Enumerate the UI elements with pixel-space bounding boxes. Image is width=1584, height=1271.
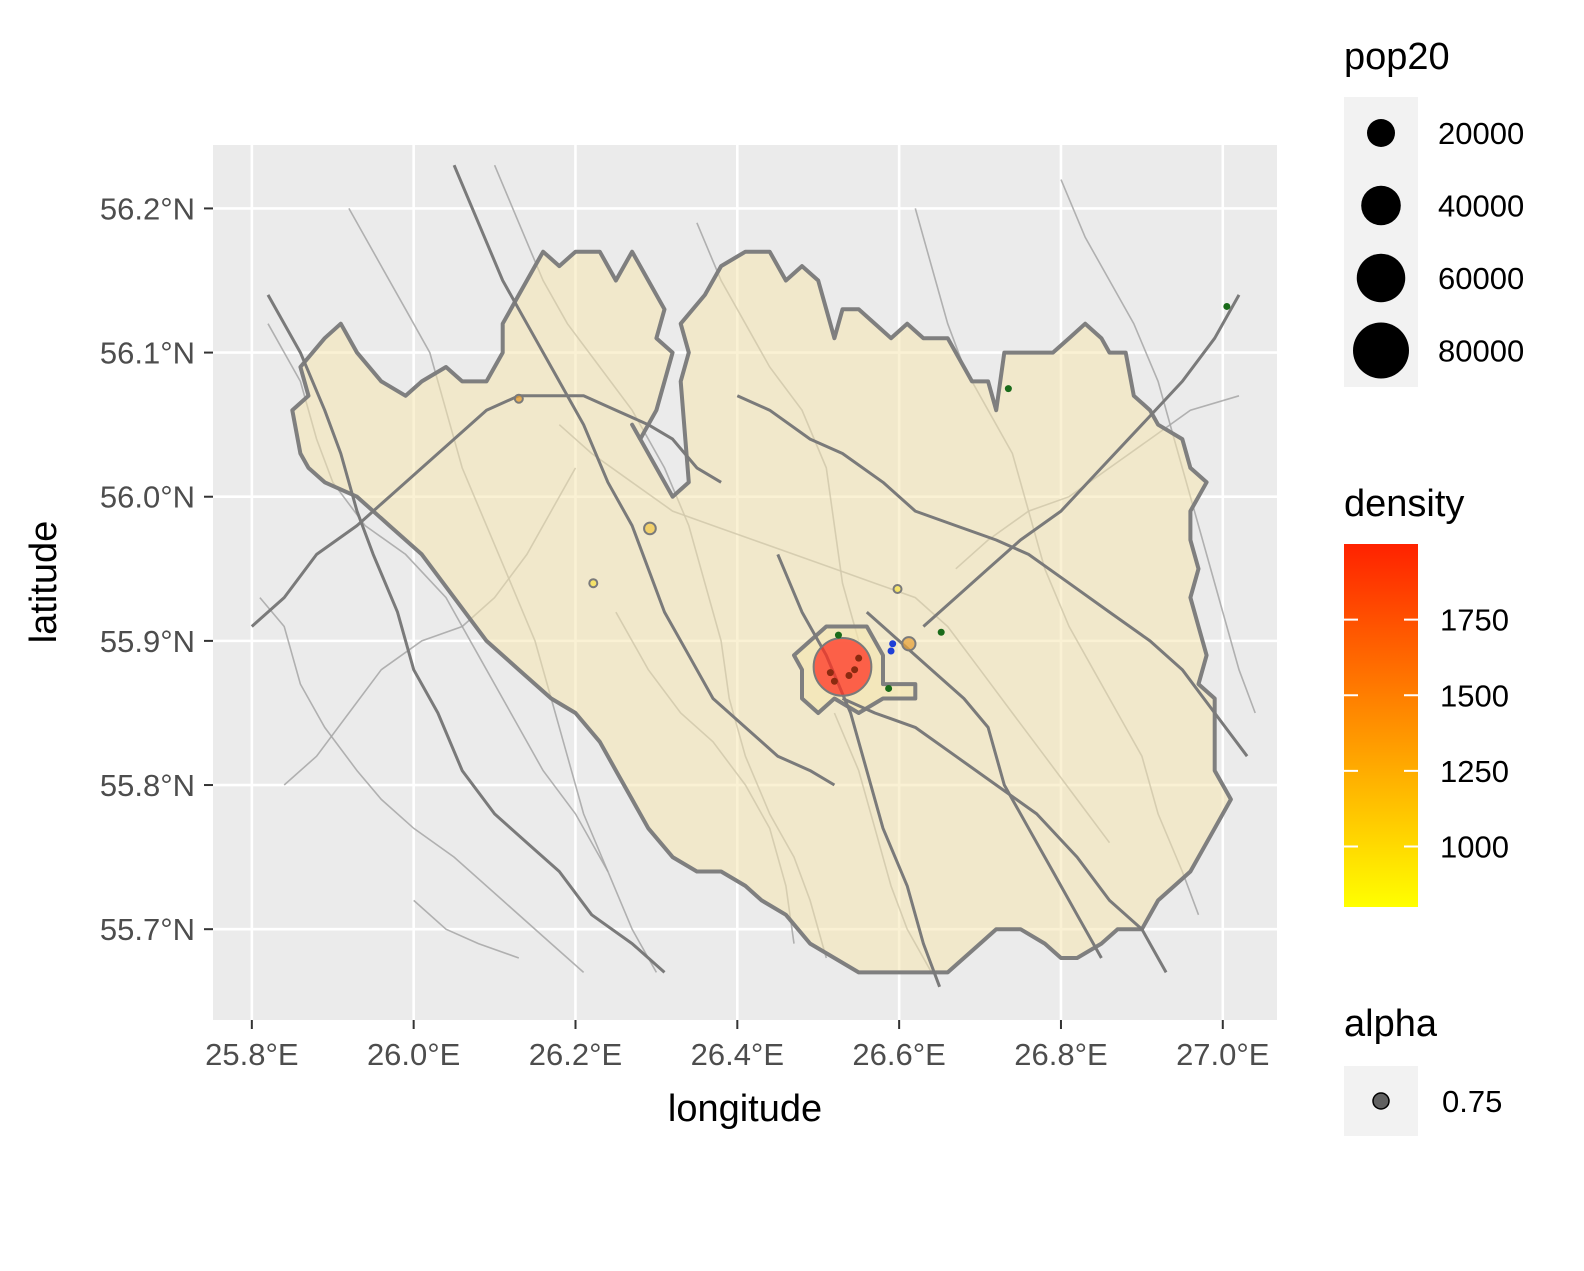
settlement-point <box>834 631 842 639</box>
legend-pop20-title: pop20 <box>1344 36 1450 78</box>
legend-pop20-label: 40000 <box>1438 189 1524 224</box>
town-point <box>812 636 873 697</box>
road-line <box>452 164 836 787</box>
legend-alpha-label: 0.75 <box>1442 1084 1502 1119</box>
y-tick-label: 56.0°N <box>100 480 195 515</box>
x-tick-label: 25.8°E <box>205 1037 298 1072</box>
y-axis-ticks: 56.2°N 56.1°N 56.0°N 55.9°N 55.8°N 55.7°N <box>100 191 213 947</box>
legend-pop20-key-circle <box>1367 119 1395 147</box>
legend-pop20-label: 60000 <box>1438 261 1524 296</box>
y-tick-label: 56.2°N <box>100 191 195 226</box>
settlement-point <box>1223 302 1231 310</box>
legend-alpha-key-point <box>1372 1092 1390 1110</box>
region-boundary <box>290 249 1233 975</box>
legend-pop20-key-circle <box>1353 322 1409 379</box>
road-lines <box>250 164 1249 988</box>
x-tick-label: 27.0°E <box>1176 1037 1269 1072</box>
town-points <box>513 302 1231 697</box>
town-point <box>901 636 917 652</box>
settlement-point <box>889 640 897 648</box>
colorbar-tick-label: 1500 <box>1440 678 1509 713</box>
legend-density-title: density <box>1344 483 1464 525</box>
settlement-point <box>855 654 863 662</box>
y-tick-label: 55.9°N <box>100 624 195 659</box>
road-line <box>250 394 722 628</box>
river-line <box>413 899 520 959</box>
colorbar-tick-label: 1750 <box>1440 603 1509 638</box>
town-point <box>588 578 599 589</box>
legend-alpha-title: alpha <box>1344 1003 1438 1045</box>
x-axis-ticks: 25.8°E 26.0°E 26.2°E 26.4°E 26.6°E 26.8°E 27.0… <box>205 1020 1269 1072</box>
town-point <box>643 521 657 536</box>
legend-alpha: alpha 0.75 <box>1344 1003 1502 1136</box>
legend-density-colorbar <box>1344 544 1418 907</box>
colorbar-tick-label: 1000 <box>1440 830 1509 865</box>
y-tick-label: 55.8°N <box>100 768 195 803</box>
legend-pop20-key-circle <box>1361 185 1401 226</box>
settlement-point <box>851 666 859 674</box>
settlement-point <box>1004 385 1012 393</box>
colorbar-tick-label: 1250 <box>1440 754 1509 789</box>
legend-pop20-key-circle <box>1356 253 1406 303</box>
x-tick-label: 26.4°E <box>691 1037 784 1072</box>
settlement-point <box>845 671 853 679</box>
road-line <box>865 610 1103 959</box>
y-tick-label: 56.1°N <box>100 336 195 371</box>
road-line <box>841 697 1168 974</box>
settlement-point <box>937 628 945 636</box>
region-polygon <box>290 249 1233 975</box>
river-line <box>259 597 585 973</box>
x-tick-label: 26.0°E <box>367 1037 460 1072</box>
settlement-point <box>887 647 895 655</box>
settlement-point <box>826 669 834 677</box>
y-tick-label: 55.7°N <box>100 912 195 947</box>
y-axis-title: latitude <box>23 521 65 644</box>
road-line <box>266 294 666 974</box>
x-tick-label: 26.6°E <box>852 1037 945 1072</box>
legend-pop20-label: 20000 <box>1438 116 1524 151</box>
road-line <box>776 553 942 988</box>
road-line <box>736 394 1249 758</box>
legend-pop20: pop20 20000 40000 60000 80000 <box>1344 36 1524 387</box>
legend-density: density 1750 1500 1250 1000 <box>1344 483 1509 907</box>
road-line <box>922 294 1241 628</box>
x-tick-label: 26.2°E <box>529 1037 622 1072</box>
settlement-point <box>885 684 893 692</box>
x-axis-title: longitude <box>668 1088 822 1130</box>
town-point <box>892 583 903 594</box>
x-tick-label: 26.8°E <box>1014 1037 1107 1072</box>
town-point <box>513 393 524 404</box>
legend-pop20-label: 80000 <box>1438 334 1524 369</box>
settlement-point <box>830 677 838 685</box>
